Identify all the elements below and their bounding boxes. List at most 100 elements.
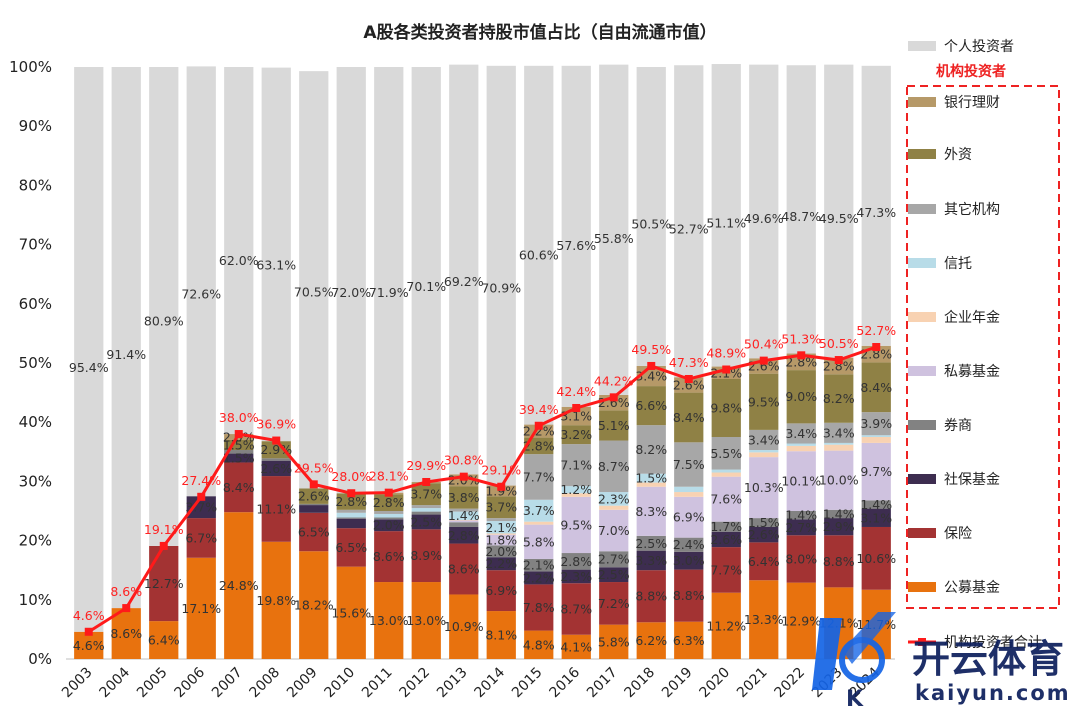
- bar-segment-trust: [674, 486, 704, 493]
- bar-segment-broker: [411, 511, 441, 515]
- bar-segment-insurance: [861, 526, 891, 590]
- segment-label-other: 5.5%: [710, 446, 742, 461]
- segment-label-other: 3.9%: [860, 416, 892, 431]
- bar-segment-insurance: [224, 462, 254, 513]
- bar-segment-trust: [449, 511, 479, 520]
- y-tick-label: 10%: [19, 591, 52, 609]
- total-line-marker: [609, 393, 618, 402]
- segment-label-individual: 63.1%: [256, 257, 296, 272]
- segment-label-individual: 49.6%: [744, 211, 784, 226]
- bar-segment-insurance: [186, 518, 216, 558]
- bar-segment-pension: [711, 472, 741, 477]
- segment-label-broker: 1.4%: [785, 508, 817, 523]
- segment-label-individual: 50.5%: [631, 216, 671, 231]
- bar-segment-private: [486, 534, 516, 546]
- bar-segment-insurance: [449, 543, 479, 595]
- watermark-k-stem-icon: [812, 618, 842, 690]
- segment-label-foreign: 8.2%: [823, 391, 855, 406]
- segment-label-private: 10.3%: [744, 480, 784, 495]
- segment-label-foreign: 9.8%: [710, 400, 742, 415]
- segment-label-private: 10.0%: [819, 473, 859, 488]
- legend-item-label: 信托: [944, 256, 972, 272]
- total-line-marker: [422, 477, 431, 486]
- segment-label-private: 9.5%: [560, 517, 592, 532]
- segment-label-social: 2.9%: [823, 519, 855, 534]
- bar-segment-broker: [824, 509, 854, 519]
- segment-label-foreign: 8.4%: [673, 410, 705, 425]
- segment-labels: 4.6% 95.4% 8.6% 91.4% 6.4% 12.7% 80.9% 17.1% 6.7…: [69, 205, 896, 654]
- bar-segment-broker: [449, 522, 479, 527]
- x-tick-label: 2019: [659, 665, 696, 702]
- bar-segment-other: [861, 412, 891, 436]
- bar-segment-mutual: [524, 630, 554, 659]
- bar-segment-broker: [861, 500, 891, 509]
- watermark-brand-text: 开云体育: [912, 637, 1064, 681]
- segment-label-broker: 1.4%: [823, 506, 855, 521]
- bar-segment-broker: [749, 518, 779, 527]
- bar-segment-private: [636, 486, 666, 536]
- bar-segment-insurance: [824, 535, 854, 588]
- bar-segment-trust: [599, 492, 629, 506]
- total-line-label: 44.2%: [594, 373, 634, 388]
- bar-segment-foreign: [261, 441, 291, 459]
- bar-segment-social: [524, 571, 554, 585]
- segment-label-insurance: 8.6%: [373, 549, 405, 564]
- y-tick-label: 90%: [19, 117, 52, 135]
- segment-label-social: 2.7%: [785, 520, 817, 535]
- total-line-marker: [309, 480, 318, 489]
- bar-segment-individual: [261, 67, 291, 442]
- legend-swatch: [908, 474, 936, 484]
- bar-segment-other: [449, 508, 479, 512]
- segment-label-foreign: 2.9%: [260, 442, 292, 457]
- segment-label-social: 3.7%: [185, 500, 217, 515]
- bar-segment-individual: [374, 67, 404, 493]
- segment-label-individual: 52.7%: [669, 222, 709, 237]
- bar-segment-foreign: [299, 488, 329, 504]
- segment-label-trust: 2.1%: [485, 520, 517, 535]
- segment-label-insurance: 6.5%: [335, 540, 367, 555]
- total-line-marker: [759, 356, 768, 365]
- segment-label-social: 2.6%: [710, 532, 742, 547]
- bar-segment-foreign: [749, 373, 779, 430]
- bar-segment-other: [524, 454, 554, 500]
- segment-label-insurance: 8.8%: [635, 589, 667, 604]
- bar-segment-social: [261, 460, 291, 477]
- segment-label-bank: 1.9%: [485, 483, 517, 498]
- bar-segment-trust: [561, 486, 591, 494]
- segment-label-trust: 1.2%: [560, 482, 592, 497]
- segment-label-mutual: 13.0%: [406, 613, 446, 628]
- segment-label-individual: 70.9%: [481, 280, 521, 295]
- segment-label-insurance: 8.9%: [410, 548, 442, 563]
- segment-label-social: 2.2%: [523, 570, 555, 585]
- segment-label-bank: 2.8%: [785, 354, 817, 369]
- bar-segment-broker: [636, 535, 666, 551]
- bar-segment-individual: [824, 64, 854, 358]
- segment-label-broker: 1.7%: [710, 519, 742, 534]
- segment-label-insurance: 7.8%: [523, 600, 555, 615]
- total-line-label: 29.5%: [294, 460, 334, 475]
- watermark: 开云体育 kaiyun.com K: [812, 612, 1069, 712]
- total-line-label: 49.5%: [631, 342, 671, 357]
- legend-item-label: 社保基金: [944, 471, 1000, 488]
- bar-segment-trust: [411, 508, 441, 512]
- total-line-label: 30.8%: [444, 453, 484, 468]
- x-axis: 2003 2004 2005 2006 2007 2008 2009 2010 2011 2012…: [59, 664, 883, 701]
- bar-segment-mutual: [674, 621, 704, 659]
- legend-swatch: [908, 528, 936, 538]
- bar-segment-social: [336, 518, 366, 529]
- bar-segment-pension: [561, 493, 591, 497]
- segment-label-trust: 3.7%: [523, 503, 555, 518]
- bar-segment-individual: [486, 65, 516, 486]
- segment-label-mutual: 4.8%: [523, 637, 555, 652]
- legend-item-label: 保险: [944, 526, 972, 542]
- legend-item-label: 其它机构: [944, 201, 1000, 218]
- bar-segment-individual: [74, 67, 104, 632]
- total-line-marker: [384, 488, 393, 497]
- segment-label-broker: 2.0%: [485, 544, 517, 559]
- bar-segment-social: [486, 557, 516, 571]
- segment-label-insurance: 7.7%: [710, 562, 742, 577]
- x-tick-label: 2003: [59, 665, 96, 702]
- segment-label-social: 2.5%: [598, 567, 630, 582]
- bar-segment-pension: [486, 533, 516, 535]
- segment-label-private: 7.6%: [710, 492, 742, 507]
